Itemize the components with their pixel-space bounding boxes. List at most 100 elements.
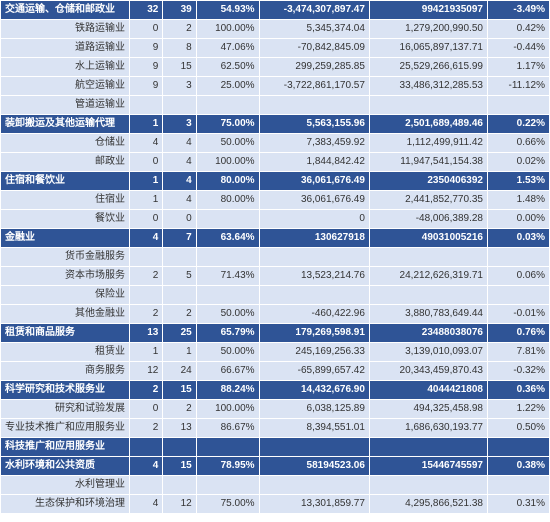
cell-value: [163, 286, 195, 304]
cell-value: 20,343,459,870.43: [370, 362, 487, 380]
cell-value: 4044421808: [370, 381, 487, 399]
cell-value: 0.66%: [488, 134, 549, 152]
cell-value: -70,842,845.09: [260, 39, 369, 57]
sub-row: 其他金融业2250.00%-460,422.963,880,783,649.44…: [1, 305, 549, 323]
cell-value: [488, 96, 549, 114]
category-row: 科学研究和技术服务业21588.24%14,432,676.9040444218…: [1, 381, 549, 399]
cell-value: 7,383,459.92: [260, 134, 369, 152]
cell-value: 13: [163, 419, 195, 437]
cell-value: 2,501,689,489.46: [370, 115, 487, 133]
cell-value: 100.00%: [197, 153, 259, 171]
cell-value: 2: [130, 305, 162, 323]
cell-value: 5,345,374.04: [260, 20, 369, 38]
cell-value: 14,432,676.90: [260, 381, 369, 399]
cell-value: [370, 286, 487, 304]
cell-value: -3,474,307,897.47: [260, 1, 369, 19]
cell-value: 2,441,852,770.35: [370, 191, 487, 209]
cell-value: 23488038076: [370, 324, 487, 342]
cell-value: 13,523,214.76: [260, 267, 369, 285]
cell-value: 78.95%: [197, 457, 259, 475]
cell-value: [370, 96, 487, 114]
cell-value: 15: [163, 58, 195, 76]
sub-row: 水利管理业: [1, 476, 549, 494]
cell-value: 2: [130, 267, 162, 285]
cell-value: 39: [163, 1, 195, 19]
cell-value: 0.42%: [488, 20, 549, 38]
row-label: 其他金融业: [1, 305, 129, 323]
cell-value: 24,212,626,319.71: [370, 267, 487, 285]
row-label: 水利环境和公共资质: [1, 457, 129, 475]
cell-value: 3: [163, 77, 195, 95]
cell-value: [130, 248, 162, 266]
row-label: 科学研究和技术服务业: [1, 381, 129, 399]
cell-value: 12: [163, 495, 195, 513]
cell-value: 0.03%: [488, 229, 549, 247]
cell-value: 36,061,676.49: [260, 191, 369, 209]
cell-value: 50.00%: [197, 343, 259, 361]
cell-value: 0.76%: [488, 324, 549, 342]
row-label: 生态保护和环境治理: [1, 495, 129, 513]
cell-value: [488, 476, 549, 494]
cell-value: 9: [130, 77, 162, 95]
cell-value: 5: [163, 267, 195, 285]
row-label: 货币金融服务: [1, 248, 129, 266]
cell-value: 88.24%: [197, 381, 259, 399]
category-row: 交通运输、仓储和邮政业323954.93%-3,474,307,897.4799…: [1, 1, 549, 19]
cell-value: 299,259,285.85: [260, 58, 369, 76]
cell-value: 65.79%: [197, 324, 259, 342]
row-label: 装卸搬运及其他运输代理: [1, 115, 129, 133]
row-label: 航空运输业: [1, 77, 129, 95]
cell-value: [130, 96, 162, 114]
cell-value: 25,529,266,615.99: [370, 58, 487, 76]
cell-value: 100.00%: [197, 20, 259, 38]
cell-value: 1: [163, 343, 195, 361]
cell-value: 2: [163, 400, 195, 418]
cell-value: 7.81%: [488, 343, 549, 361]
cell-value: 2: [130, 381, 162, 399]
cell-value: 0: [130, 153, 162, 171]
cell-value: 4: [130, 134, 162, 152]
cell-value: 2350406392: [370, 172, 487, 190]
row-label: 研究和试验发展: [1, 400, 129, 418]
cell-value: [197, 248, 259, 266]
cell-value: 3,880,783,649.44: [370, 305, 487, 323]
cell-value: [163, 96, 195, 114]
sub-row: 住宿业1480.00%36,061,676.492,441,852,770.35…: [1, 191, 549, 209]
cell-value: 0.50%: [488, 419, 549, 437]
cell-value: [163, 476, 195, 494]
row-label: 餐饮业: [1, 210, 129, 228]
cell-value: 86.67%: [197, 419, 259, 437]
cell-value: 4: [130, 495, 162, 513]
cell-value: 15: [163, 457, 195, 475]
row-label: 科技推广和应用服务业: [1, 438, 129, 456]
sub-row: 租赁业1150.00%245,169,256.333,139,010,093.0…: [1, 343, 549, 361]
cell-value: -0.01%: [488, 305, 549, 323]
cell-value: -65,899,657.42: [260, 362, 369, 380]
cell-value: [130, 476, 162, 494]
cell-value: 0: [130, 210, 162, 228]
sub-row: 研究和试验发展02100.00%6,038,125.89494,325,458.…: [1, 400, 549, 418]
row-label: 专业技术推广和应用服务业: [1, 419, 129, 437]
sub-row: 管道运输业: [1, 96, 549, 114]
cell-value: 11,947,541,154.38: [370, 153, 487, 171]
cell-value: [163, 248, 195, 266]
row-label: 金融业: [1, 229, 129, 247]
row-label: 铁路运输业: [1, 20, 129, 38]
sub-row: 商务服务122466.67%-65,899,657.4220,343,459,8…: [1, 362, 549, 380]
sub-row: 道路运输业9847.06%-70,842,845.0916,065,897,13…: [1, 39, 549, 57]
cell-value: 245,169,256.33: [260, 343, 369, 361]
cell-value: 0.36%: [488, 381, 549, 399]
cell-value: 6,038,125.89: [260, 400, 369, 418]
cell-value: 0.22%: [488, 115, 549, 133]
cell-value: 15: [163, 381, 195, 399]
cell-value: [260, 96, 369, 114]
row-label: 保险业: [1, 286, 129, 304]
cell-value: 4: [130, 457, 162, 475]
row-label: 水利管理业: [1, 476, 129, 494]
cell-value: 4: [163, 172, 195, 190]
cell-value: 0: [163, 210, 195, 228]
cell-value: 12: [130, 362, 162, 380]
row-label: 仓储业: [1, 134, 129, 152]
sub-row: 邮政业04100.00%1,844,842.4211,947,541,154.3…: [1, 153, 549, 171]
category-row: 租赁和商品服务132565.79%179,269,598.91234880380…: [1, 324, 549, 342]
